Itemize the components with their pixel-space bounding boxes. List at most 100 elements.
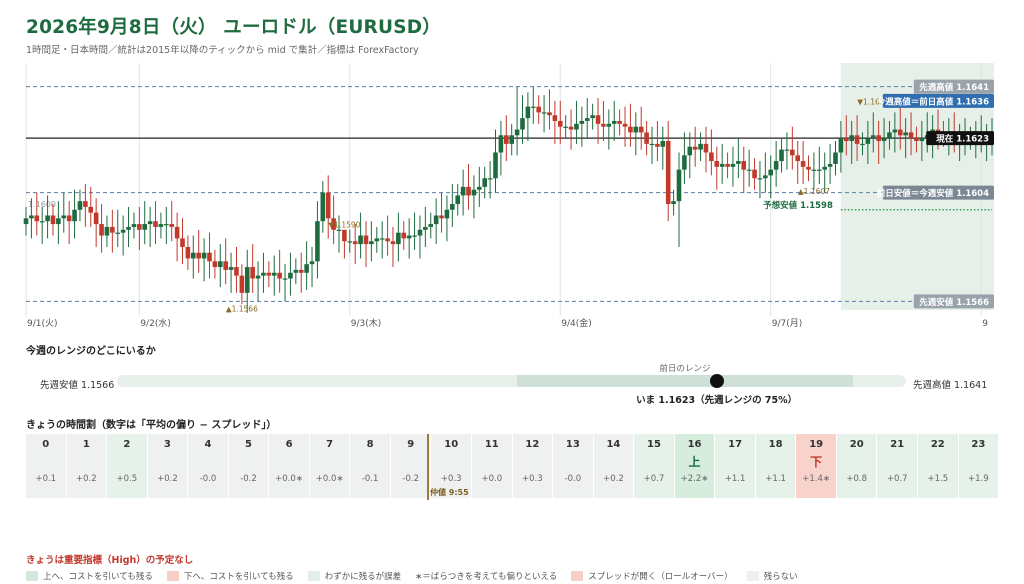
candle-body <box>509 135 514 144</box>
hour-value: +1.5 <box>927 474 949 484</box>
hour-label: 0 <box>42 439 50 450</box>
candle-body <box>126 226 131 230</box>
forecast-low-label: 予想安値 1.1598 <box>763 200 833 211</box>
hour-label: 14 <box>606 439 621 450</box>
candle-body <box>460 186 466 196</box>
hour-cell-1: 1 +0.2 <box>66 434 108 498</box>
hour-cell-20: 20 +0.8 <box>836 434 878 498</box>
legend-label: スプレッドが開く（ロールオーバー） <box>588 572 733 582</box>
candle-body <box>477 186 482 190</box>
hour-label: 19 <box>809 439 824 450</box>
candle-body <box>104 226 110 236</box>
candle-body <box>504 135 509 144</box>
candle-body <box>174 226 180 239</box>
candle-body <box>687 146 693 156</box>
candle-body <box>217 261 223 268</box>
candle-body <box>99 224 104 236</box>
candle-body <box>164 224 169 226</box>
previous-day-range-band: 前日のレンジ <box>516 364 854 387</box>
legend-item: 残らない <box>746 570 798 582</box>
candle-body <box>865 138 871 144</box>
hour-cell-16: 16 上 +2.2∗ <box>674 434 716 498</box>
hour-value: +0.3 <box>522 474 543 484</box>
candle-body <box>633 126 639 133</box>
price-tag-label: 先週安値 1.1566 <box>919 297 989 308</box>
legend-label: 下へ、コストを引いても残る <box>183 572 294 582</box>
candle-body <box>827 163 833 167</box>
hour-value: +0.8 <box>846 474 868 484</box>
candle-body <box>34 215 40 222</box>
candle-body <box>39 221 45 223</box>
hour-cell-19: 19 下 +1.4∗ <box>796 434 837 498</box>
candle-body <box>439 215 444 219</box>
hour-label: 1 <box>82 439 90 450</box>
candle-body <box>520 118 525 130</box>
price-tag-label: 現在 1.1623 <box>936 134 989 145</box>
candle-body <box>741 161 747 170</box>
candle-body <box>638 126 644 133</box>
candle-body <box>601 123 606 127</box>
hour-value: +1.9 <box>968 474 989 484</box>
hour-label: 8 <box>366 439 374 450</box>
legend-swatch <box>307 571 320 581</box>
candle-body <box>541 112 547 114</box>
candle-body <box>190 252 196 259</box>
legend-item: 上へ、コストを引いても残る <box>26 570 153 582</box>
candle-body <box>628 126 633 133</box>
hour-label: 6 <box>285 439 293 450</box>
prev-week-high-label: 先週高値 1.1641 <box>913 380 988 391</box>
candle-body <box>288 272 293 279</box>
hour-cell-11: 11 +0.0 <box>472 434 513 498</box>
candle-body <box>768 169 774 176</box>
day-label: 9/1(火) <box>27 318 58 329</box>
hour-cell-15: 15 +0.7 <box>634 434 675 498</box>
hour-cell-18: 18 +1.1 <box>755 434 797 498</box>
candle-body <box>390 241 396 245</box>
hour-value: +0.5 <box>116 474 138 484</box>
candle-body <box>234 267 239 276</box>
hour-label: 17 <box>728 439 743 450</box>
hour-cell-0: 0 +0.1 <box>26 434 67 498</box>
candle-body <box>50 215 56 225</box>
candle-body <box>115 232 121 234</box>
candle-body <box>887 132 892 139</box>
price-tag <box>913 294 994 309</box>
candle-body <box>876 135 881 142</box>
legend-label: 上へ、コストを引いても残る <box>43 572 153 582</box>
hour-cell-8: 8 -0.1 <box>350 434 391 498</box>
candle-body <box>423 226 428 230</box>
hour-label: 5 <box>245 439 252 450</box>
candle-body <box>363 235 369 245</box>
hour-value: +0.0∗ <box>275 474 303 484</box>
candle-body <box>649 143 655 146</box>
candle-body <box>892 129 898 133</box>
hours-section-title: きょうの時間割（数字は「平均の偏り − スプレッド」） <box>26 420 277 431</box>
candle-body <box>935 129 941 133</box>
candle-body <box>725 163 730 167</box>
candle-body <box>773 161 779 170</box>
hour-direction-mark: 下 <box>810 455 823 469</box>
candle-body <box>120 229 126 233</box>
price-tag-label: 今週高値＝前日高値 1.1636 <box>876 96 989 107</box>
candle-body <box>369 241 374 245</box>
price-tag <box>882 185 994 200</box>
candle-body <box>320 192 326 222</box>
candle-body <box>180 238 185 247</box>
extreme-marker: ▲1.1607 <box>798 187 830 196</box>
candle-body <box>83 201 88 207</box>
candle-body <box>266 272 272 276</box>
hour-label: 12 <box>525 439 540 450</box>
candle-body <box>342 229 347 242</box>
current-position-label: いま 1.1623（先週レンジの 75%） <box>636 395 798 406</box>
price-chart[interactable]: 9/1(火) 9/2(水) 9/3(木) 9/4(金) 9/7(月) 9 予想安値 1.15… <box>0 58 1024 336</box>
candle-body <box>61 215 67 219</box>
candle-body <box>455 195 461 205</box>
candle-body <box>719 163 725 167</box>
candle-body <box>817 169 822 171</box>
candle-body <box>536 106 541 113</box>
candle-body <box>568 126 574 130</box>
day-label: 9/4(金) <box>561 317 592 329</box>
hour-schedule: 0 +0.1 1 +0.2 2 +0.5 3 +0.2 4 -0.0 5 -0.2 6 +0.0∗ 7 +0.… <box>26 434 1000 498</box>
legend-swatch <box>166 571 179 581</box>
candle-body <box>703 143 709 153</box>
